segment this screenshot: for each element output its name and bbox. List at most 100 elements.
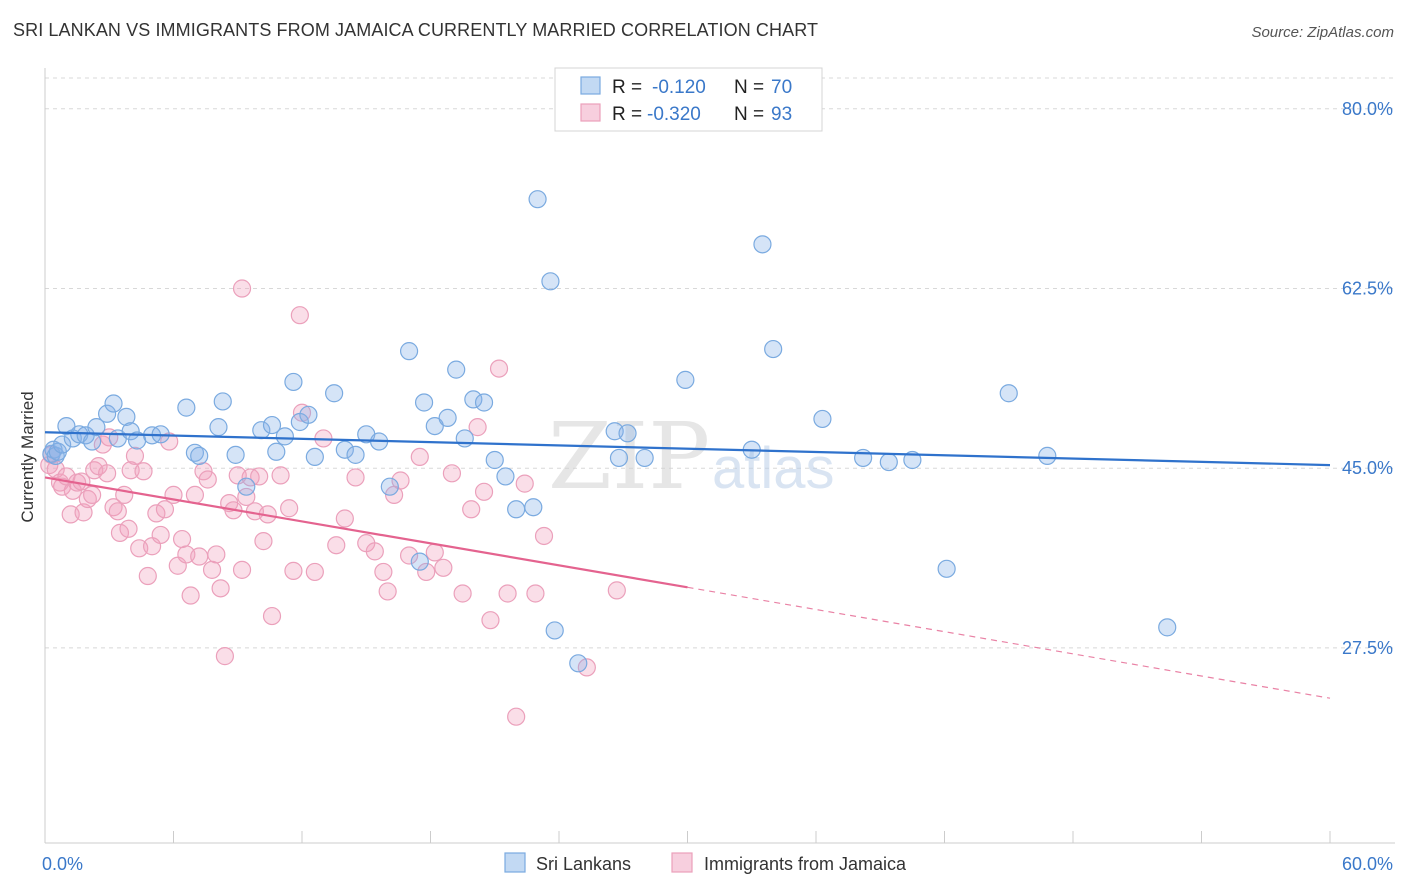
data-point-jamaica xyxy=(365,542,384,561)
data-point-srilankans xyxy=(879,452,898,472)
y-axis-label: Currently Married xyxy=(18,391,37,522)
data-point-srilankans xyxy=(399,342,419,361)
data-point-jamaica xyxy=(250,467,269,486)
legend-bottom-swatch-blue xyxy=(504,852,526,873)
watermark: ZIP atlas xyxy=(548,403,835,510)
data-point-srilankans xyxy=(346,445,365,464)
data-point-jamaica xyxy=(262,606,282,626)
data-point-srilankans xyxy=(541,272,560,291)
data-point-jamaica xyxy=(108,502,127,521)
data-point-srilankans xyxy=(609,448,629,468)
data-point-srilankans xyxy=(414,393,434,412)
legend-r-value-2: -0.320 xyxy=(647,104,701,125)
data-point-srilankans xyxy=(1038,446,1057,465)
data-point-srilankans xyxy=(474,393,494,412)
data-point-jamaica xyxy=(284,561,303,580)
data-point-srilankans xyxy=(305,447,324,467)
y-tick-label: 27.5% xyxy=(1342,638,1393,658)
trend-line-jamaica-extension xyxy=(687,586,1331,699)
data-point-jamaica xyxy=(215,647,234,666)
legend-bottom-label-srilankans: Sri Lankans xyxy=(536,854,631,874)
data-point-jamaica xyxy=(425,543,444,562)
legend-n-label-2: N = xyxy=(734,104,764,125)
data-point-srilankans xyxy=(447,360,466,379)
data-point-jamaica xyxy=(185,485,205,504)
chart-title: SRI LANKAN VS IMMIGRANTS FROM JAMAICA CU… xyxy=(13,20,819,40)
data-point-jamaica xyxy=(202,560,222,579)
data-point-jamaica xyxy=(83,485,102,504)
data-point-srilankans xyxy=(635,448,654,468)
data-point-srilankans xyxy=(528,190,547,209)
legend-n-value-1: 70 xyxy=(771,77,792,98)
data-point-jamaica xyxy=(290,306,309,325)
data-point-jamaica xyxy=(474,482,494,501)
data-point-srilankans xyxy=(262,415,282,435)
data-point-srilankans xyxy=(507,500,526,519)
data-point-jamaica xyxy=(98,464,117,483)
legend-r-label-1: R = xyxy=(612,77,642,98)
data-point-jamaica xyxy=(190,547,209,566)
legend-n-value-2: 93 xyxy=(771,104,792,125)
data-point-jamaica xyxy=(515,474,534,493)
data-point-srilankans xyxy=(98,404,117,423)
trend-lines xyxy=(44,431,1331,699)
legend-swatch-pink xyxy=(580,103,601,122)
data-point-jamaica xyxy=(335,509,354,528)
data-point-srilankans xyxy=(410,552,429,571)
data-point-srilankans xyxy=(117,407,136,426)
data-point-srilankans xyxy=(190,446,209,465)
data-point-jamaica xyxy=(507,707,526,726)
data-point-jamaica xyxy=(417,562,436,582)
data-point-jamaica xyxy=(607,581,626,600)
data-point-jamaica xyxy=(121,461,140,480)
data-point-jamaica xyxy=(198,470,217,489)
data-point-srilankans xyxy=(903,450,922,470)
legend-bottom-label-jamaica: Immigrants from Jamaica xyxy=(704,854,907,874)
data-point-jamaica xyxy=(378,582,397,601)
legend-top: R = -0.120 N = 70 R = -0.320 N = 93 xyxy=(554,67,823,132)
legend-n-label-1: N = xyxy=(734,77,764,98)
data-point-srilankans xyxy=(284,372,303,392)
data-point-jamaica xyxy=(119,519,138,538)
data-point-jamaica xyxy=(399,546,419,565)
series-jamaica-points xyxy=(40,279,626,726)
data-point-srilankans xyxy=(425,417,444,436)
data-point-srilankans xyxy=(104,394,123,413)
data-point-jamaica xyxy=(147,504,166,523)
data-point-jamaica xyxy=(453,584,472,603)
data-point-jamaica xyxy=(442,464,462,483)
data-point-jamaica xyxy=(232,560,252,579)
trend-line-jamaica xyxy=(44,476,688,589)
data-point-srilankans xyxy=(213,392,232,411)
data-point-srilankans xyxy=(937,559,956,578)
data-point-srilankans xyxy=(455,429,474,448)
legend-r-label-2: R = xyxy=(612,104,642,125)
data-point-srilankans xyxy=(545,621,564,640)
watermark-zip: ZIP xyxy=(548,403,710,510)
data-point-jamaica xyxy=(181,586,200,605)
data-point-jamaica xyxy=(254,532,273,551)
data-point-srilankans xyxy=(335,440,354,459)
data-point-jamaica xyxy=(434,558,453,577)
source-label: Source: ZipAtlas.com xyxy=(1251,24,1394,41)
data-point-jamaica xyxy=(489,359,509,378)
data-point-srilankans xyxy=(209,418,228,437)
data-point-jamaica xyxy=(305,562,324,582)
data-point-jamaica xyxy=(374,562,393,582)
data-point-srilankans xyxy=(299,405,318,424)
data-point-jamaica xyxy=(237,487,256,507)
data-point-srilankans xyxy=(496,467,515,486)
data-point-srilankans xyxy=(380,477,399,496)
data-point-jamaica xyxy=(53,477,72,496)
watermark-atlas: atlas xyxy=(712,436,835,501)
data-point-srilankans xyxy=(485,450,504,470)
data-point-jamaica xyxy=(346,468,365,487)
data-point-jamaica xyxy=(534,526,554,546)
data-point-srilankans xyxy=(177,398,196,417)
data-point-jamaica xyxy=(271,466,290,485)
data-point-srilankans xyxy=(753,235,772,254)
y-tick-label: 80.0% xyxy=(1342,99,1393,119)
data-point-srilankans xyxy=(438,408,457,427)
data-point-jamaica xyxy=(498,584,517,603)
